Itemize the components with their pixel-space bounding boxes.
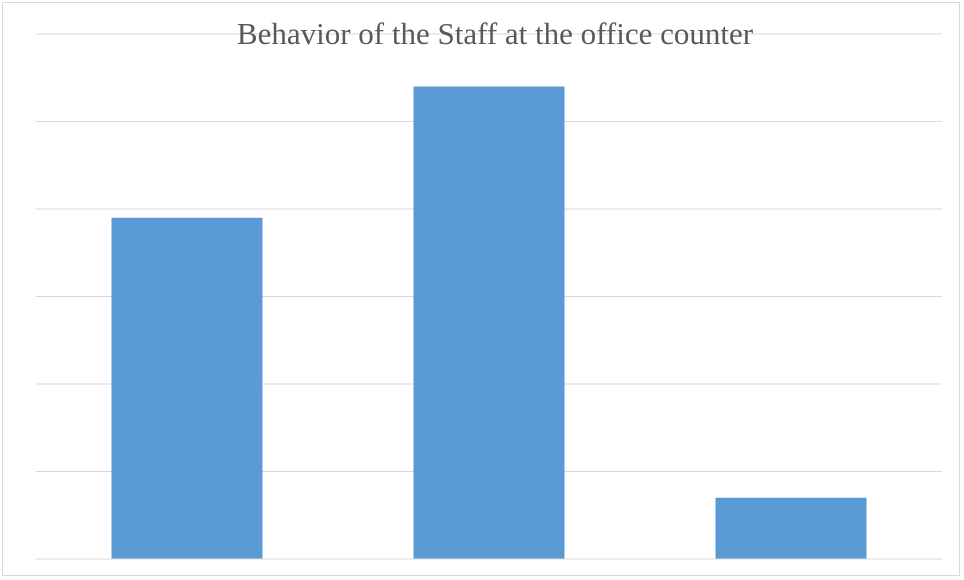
bar-3: [715, 497, 867, 559]
bar-1: [111, 217, 263, 559]
bar-2: [413, 86, 565, 559]
chart-title: Behavior of the Staff at the office coun…: [237, 16, 754, 51]
bars: [111, 86, 867, 559]
